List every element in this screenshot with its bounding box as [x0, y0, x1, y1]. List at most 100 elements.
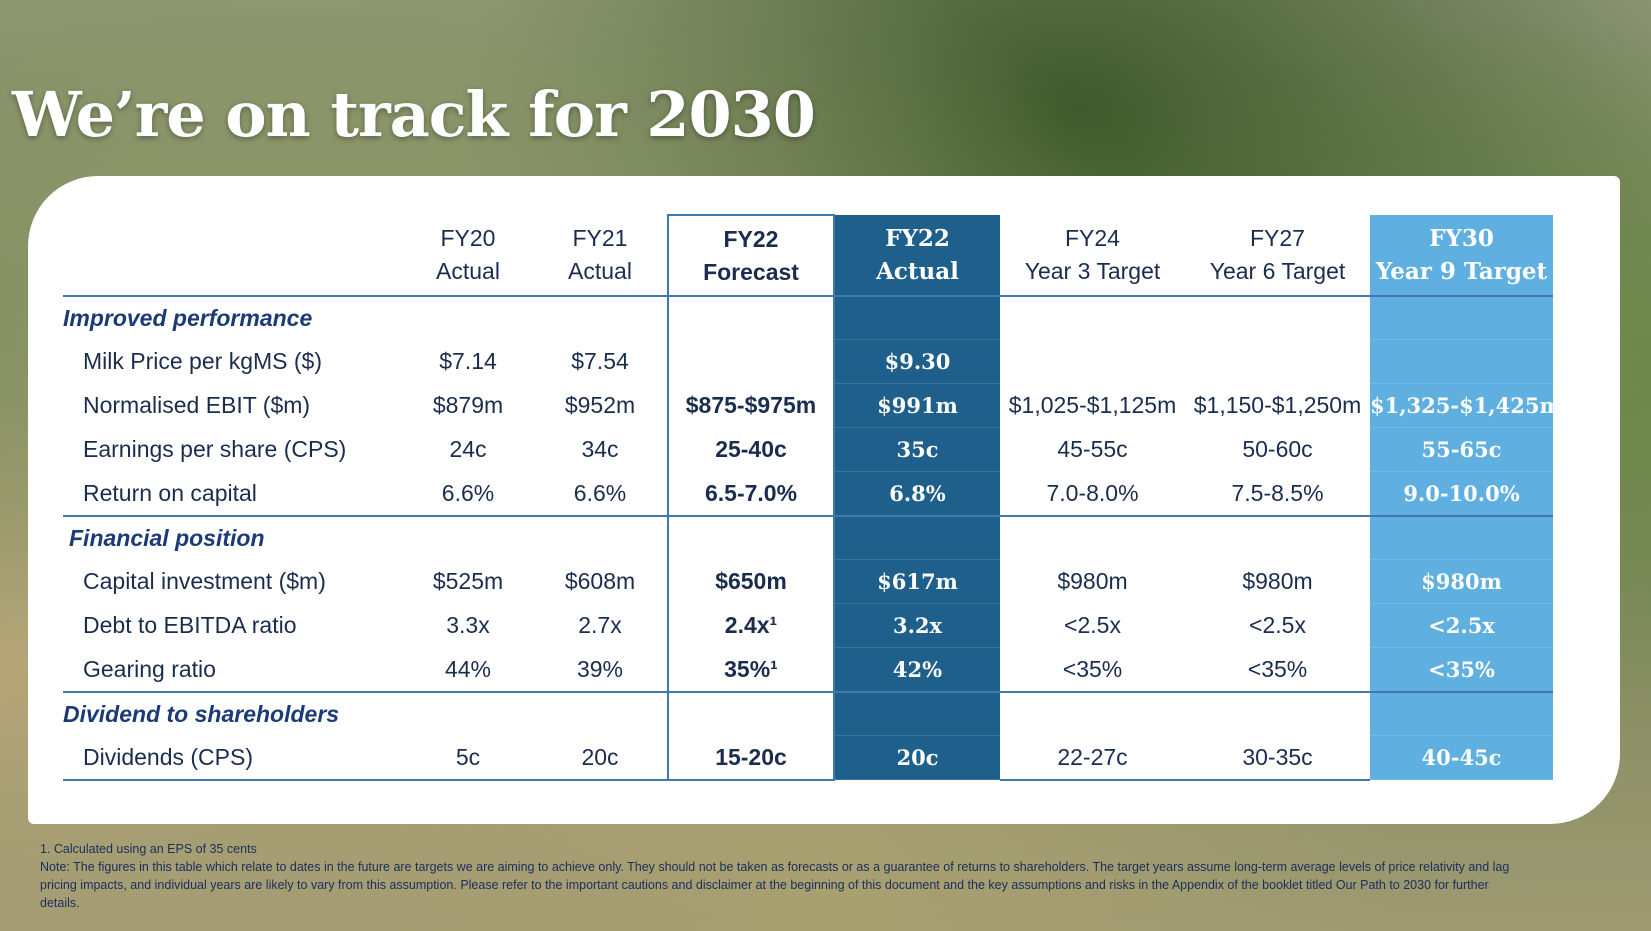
- value-cell: $525m: [432, 568, 504, 594]
- value-cell: 25-40c: [667, 427, 835, 472]
- value-cell: 3.2x: [834, 603, 1000, 648]
- section-spacer-cell: [1370, 296, 1553, 340]
- value-cell: 22-27c: [1000, 735, 1185, 781]
- value-cell: [1370, 339, 1553, 384]
- section-spacer-cell: [1000, 515, 1185, 560]
- section-spacer-cell: [533, 515, 668, 560]
- table-row: Return on capital 6.6% 6.6% 6.5-7.0% 6.8% 7.0…: [63, 471, 1553, 517]
- value-cell: $980m: [1057, 568, 1128, 594]
- value-cell: 35c: [834, 427, 1000, 472]
- section-spacer-cell: [1000, 691, 1185, 736]
- value-cell: $980m: [1242, 568, 1313, 594]
- value-cell: <2.5x: [1370, 603, 1553, 648]
- header-fy21: FY21 Actual: [568, 225, 632, 284]
- value-cell: 3.3x: [446, 612, 490, 638]
- section-spacer-cell: [403, 691, 533, 736]
- value-cell: $879m: [432, 392, 504, 418]
- value-cell: 2.4x¹: [667, 603, 835, 648]
- value-cell: 24c: [449, 436, 487, 462]
- value-cell: $9.30: [834, 339, 1000, 384]
- value-cell: 30-35c: [1185, 735, 1370, 781]
- value-cell: $1,325-$1,425m: [1370, 383, 1562, 428]
- value-cell: $7.54: [571, 348, 629, 374]
- targets-table-wrap: FY20 Actual FY21 Actual FY22 Forecast FY22 A…: [63, 214, 1562, 781]
- section-row: Financial position: [63, 515, 1553, 560]
- value-cell: 20c: [533, 735, 668, 781]
- row-label: Milk Price per kgMS ($): [83, 348, 322, 374]
- value-cell: 15-20c: [667, 735, 835, 781]
- value-cell: [1000, 340, 1185, 384]
- row-label: Normalised EBIT ($m): [83, 392, 311, 418]
- value-cell: <2.5x: [1249, 612, 1306, 638]
- value-cell: 55-65c: [1370, 427, 1553, 472]
- row-label: Return on capital: [83, 479, 257, 506]
- value-cell: 7.5-8.5%: [1231, 479, 1324, 506]
- section-spacer-cell: [403, 515, 533, 560]
- value-cell: $617m: [834, 559, 1000, 604]
- section-spacer-cell: [1000, 296, 1185, 340]
- row-label: Dividends (CPS): [63, 735, 403, 781]
- section-spacer-cell: [533, 296, 668, 340]
- header-row: FY20 Actual FY21 Actual FY22 Forecast FY22 A…: [63, 214, 1553, 296]
- row-label: Earnings per share (CPS): [83, 436, 347, 462]
- header-fy20: FY20 Actual: [436, 225, 500, 284]
- table-row: Capital investment ($m) $525m $608m $650m $6…: [63, 559, 1553, 604]
- section-spacer-cell: [834, 296, 1000, 340]
- value-cell: [1185, 340, 1370, 384]
- value-cell: 6.6%: [441, 479, 495, 506]
- value-cell: $991m: [834, 383, 1000, 428]
- section-row: Dividend to shareholders: [63, 691, 1553, 736]
- table-row: Earnings per share (CPS) 24c 34c 25-40c 35c 4…: [63, 427, 1553, 472]
- footnotes: 1. Calculated using an EPS of 35 cents N…: [40, 840, 1520, 912]
- section-label: Dividend to shareholders: [63, 691, 403, 736]
- value-cell: <35%: [1247, 655, 1308, 682]
- section-spacer-cell: [667, 691, 835, 736]
- value-cell: <35%: [1370, 647, 1553, 693]
- value-cell: [667, 339, 835, 384]
- disclaimer-note: Note: The figures in this table which re…: [40, 860, 1510, 910]
- section-spacer-cell: [834, 515, 1000, 560]
- section-label: Improved performance: [63, 304, 313, 331]
- value-cell: <2.5x: [1064, 612, 1121, 638]
- section-spacer-cell: [1185, 296, 1370, 340]
- section-spacer-cell: [533, 691, 668, 736]
- header-fy22-actual: FY22 Actual: [834, 215, 1000, 296]
- header-fy24: FY24 Year 3 Target: [1024, 225, 1161, 284]
- table-row: Gearing ratio 44% 39% 35%¹ 42% <35% <35% <35%: [63, 647, 1553, 693]
- value-cell: 5c: [403, 735, 533, 781]
- value-cell: 45-55c: [1057, 436, 1128, 462]
- value-cell: $952m: [564, 392, 636, 418]
- value-cell: 40-45c: [1370, 735, 1553, 780]
- value-cell: $980m: [1370, 559, 1553, 604]
- section-label: Financial position: [63, 515, 403, 560]
- value-cell: 35%¹: [667, 647, 835, 692]
- value-cell: 34c: [581, 436, 619, 462]
- table-row: Normalised EBIT ($m) $879m $952m $875-$975m…: [63, 383, 1562, 428]
- table-row: Milk Price per kgMS ($) $7.14 $7.54 $9.30: [63, 339, 1553, 384]
- section-spacer-cell: [1185, 515, 1370, 560]
- section-spacer-cell: [834, 691, 1000, 736]
- section-spacer-cell: [1370, 691, 1553, 736]
- section-spacer-cell: [403, 296, 533, 340]
- value-cell: 44%: [444, 655, 492, 682]
- value-cell: 39%: [576, 655, 624, 682]
- value-cell: 50-60c: [1242, 436, 1313, 462]
- row-label: Debt to EBITDA ratio: [83, 612, 297, 638]
- section-spacer-cell: [1370, 515, 1553, 560]
- page-title: We’re on track for 2030: [12, 78, 816, 151]
- section-row: Improved performance: [63, 296, 1553, 340]
- value-cell: <35%: [1062, 655, 1123, 682]
- value-cell: $1,025-$1,125m: [1008, 392, 1177, 418]
- value-cell: 6.6%: [573, 479, 627, 506]
- value-cell: 9.0-10.0%: [1370, 471, 1553, 517]
- value-cell: $608m: [564, 568, 636, 594]
- header-fy30: FY30 Year 9 Target: [1370, 215, 1553, 296]
- table-row: Debt to EBITDA ratio 3.3x 2.7x 2.4x¹ 3.2x <2.…: [63, 603, 1553, 648]
- header-fy27: FY27 Year 6 Target: [1209, 225, 1346, 284]
- row-label: Gearing ratio: [83, 655, 216, 682]
- value-cell: $650m: [667, 559, 835, 604]
- targets-table: FY20 Actual FY21 Actual FY22 Forecast FY22 A…: [63, 214, 1562, 781]
- value-cell: $875-$975m: [667, 383, 835, 428]
- value-cell: $1,150-$1,250m: [1193, 392, 1362, 418]
- row-label: Capital investment ($m): [83, 568, 326, 594]
